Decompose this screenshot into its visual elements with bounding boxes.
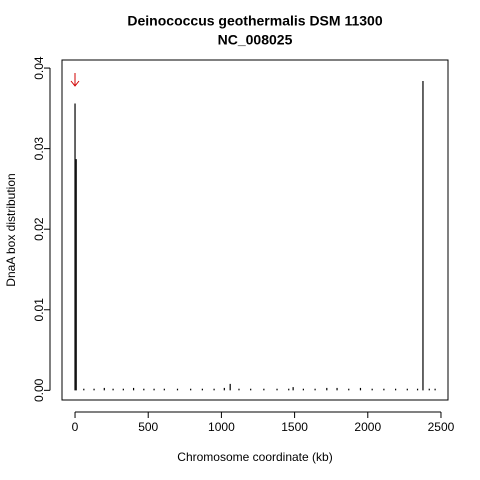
x-tick-label: 1000 (208, 420, 235, 434)
y-tick-label: 0.03 (32, 137, 46, 161)
x-tick-label: 2000 (354, 420, 381, 434)
origin-arrow (70, 73, 80, 87)
x-tick-label: 2500 (428, 420, 455, 434)
x-tick-label: 500 (138, 420, 158, 434)
chart-title: Deinococcus geothermalis DSM 11300 (127, 13, 382, 29)
x-tick-label: 0 (72, 420, 79, 434)
x-tick-label: 1500 (281, 420, 308, 434)
y-tick-label: 0.02 (32, 217, 46, 241)
chart-subtitle: NC_008025 (218, 32, 293, 48)
y-tick-label: 0.01 (32, 298, 46, 322)
y-axis-label: DnaA box distribution (4, 173, 18, 286)
y-tick-label: 0.04 (32, 56, 46, 80)
y-tick-label: 0.00 (32, 378, 46, 402)
plot-box (61, 59, 449, 401)
x-axis-label: Chromosome coordinate (kb) (177, 450, 332, 464)
